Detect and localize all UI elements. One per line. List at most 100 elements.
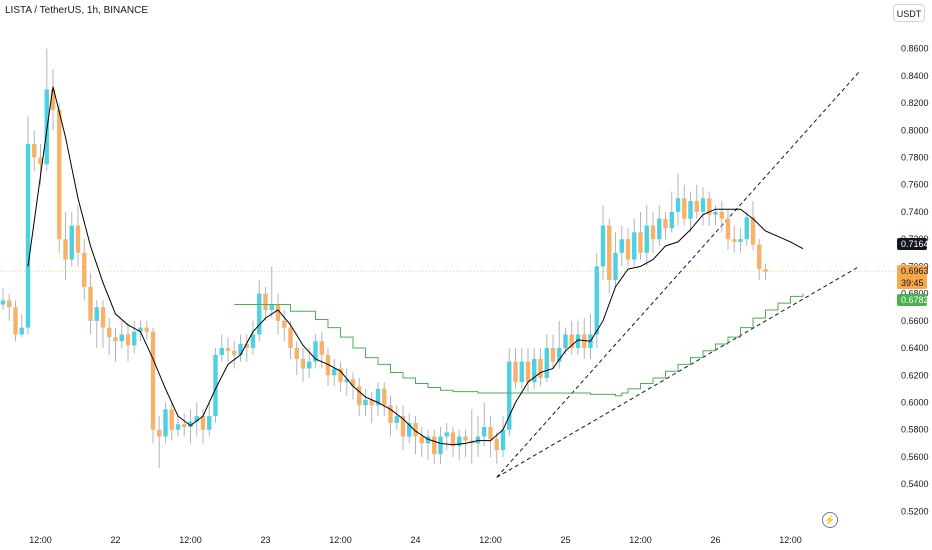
candle-up (407, 422, 412, 437)
candle-up (0, 300, 6, 305)
candle-down (100, 307, 106, 328)
candle-up (250, 334, 256, 349)
candle-up (175, 424, 181, 430)
candle-up (738, 239, 743, 242)
time-tick-label: 12:00 (179, 535, 202, 545)
candle-down (319, 341, 324, 355)
candle-up (619, 239, 624, 253)
candle-down (488, 427, 493, 440)
price-tick-label: 0.8200 (901, 98, 929, 108)
candle-up (600, 225, 606, 267)
candle-down (182, 424, 187, 427)
time-tick-label: 12:00 (629, 535, 652, 545)
candle-down (325, 354, 331, 376)
candle-up (238, 343, 243, 355)
candle-up (163, 409, 168, 437)
time-tick-label: 25 (560, 535, 570, 545)
candle-down (75, 225, 81, 253)
candle-down (732, 239, 737, 242)
candle-down (350, 379, 356, 387)
candle-down (225, 348, 231, 351)
candle-down (757, 244, 762, 270)
price-tick-label: 0.5200 (901, 506, 929, 516)
candle-down (88, 286, 93, 321)
candle-down (200, 416, 206, 430)
candle-up (544, 348, 549, 378)
candle-up (507, 361, 512, 430)
candle-down (419, 436, 424, 444)
candle-up (657, 218, 662, 240)
current-price-badge: 0.6963 39:45 (897, 265, 929, 290)
candle-down (50, 89, 56, 110)
candle-up (688, 201, 693, 219)
candle-up (219, 348, 224, 355)
candle-down (707, 198, 712, 215)
candle-up (394, 416, 399, 423)
candle-up (557, 348, 562, 362)
candle-down (694, 201, 699, 212)
price-tick-label: 0.8000 (901, 125, 929, 135)
symbol-title[interactable]: LISTA / TetherUS, 1h, BINANCE (5, 5, 149, 16)
candle-down (282, 320, 287, 328)
candle-up (425, 436, 431, 444)
candle-down (157, 429, 162, 437)
time-tick-label: 23 (260, 535, 270, 545)
time-tick-label: 12:00 (329, 535, 352, 545)
candle-down (357, 386, 362, 406)
candle-down (244, 343, 249, 349)
candle-down (369, 399, 374, 406)
candle-down (650, 225, 656, 240)
price-tick-label: 0.5800 (901, 425, 929, 435)
time-tick-label: 12:00 (779, 535, 802, 545)
time-tick-label: 12:00 (479, 535, 502, 545)
candle-down (494, 439, 499, 451)
candle-up (632, 232, 637, 260)
candle-up (19, 327, 24, 335)
candle-down (763, 269, 768, 272)
candle-up (669, 211, 674, 229)
candle-up (563, 334, 568, 349)
candle-up (194, 416, 199, 422)
candle-up (375, 388, 381, 406)
candle-up (332, 368, 337, 376)
candle-down (169, 409, 174, 430)
price-tick-label: 0.8400 (901, 71, 929, 81)
candle-down (432, 436, 437, 455)
price-tick-label: 0.5400 (901, 479, 929, 489)
candle-down (125, 334, 131, 346)
moving-average-line (27, 86, 804, 446)
candle-up (269, 304, 274, 310)
candle-up (613, 252, 618, 280)
candle-down (538, 358, 543, 378)
lightning-icon[interactable]: ⚡ (822, 512, 838, 528)
time-tick-label: 24 (410, 535, 420, 545)
candle-down (150, 331, 156, 430)
candle-down (638, 232, 643, 253)
candle-up (257, 293, 262, 335)
price-tick-label: 0.5600 (901, 452, 929, 462)
candle-down (38, 157, 43, 165)
candle-up (482, 427, 487, 437)
candle-down (82, 252, 87, 287)
candle-up (644, 225, 649, 253)
candle-down (725, 218, 731, 240)
candle-down (625, 239, 631, 260)
candle-down (719, 211, 724, 219)
candle-up (532, 358, 537, 383)
time-tick-label: 26 (710, 535, 720, 545)
currency-button[interactable]: USDT (893, 4, 925, 22)
candle-up (138, 327, 143, 332)
candle-up (307, 361, 312, 369)
ema-step-line (234, 293, 804, 397)
trendline (496, 71, 860, 478)
candle-up (363, 399, 368, 406)
price-tick-label: 0.6000 (901, 398, 929, 408)
candle-down (7, 300, 12, 308)
candle-up (344, 379, 349, 383)
candle-down (682, 198, 687, 219)
candle-down (550, 348, 556, 362)
trendline (496, 265, 860, 478)
candle-down (663, 218, 668, 229)
candle-up (675, 198, 681, 212)
